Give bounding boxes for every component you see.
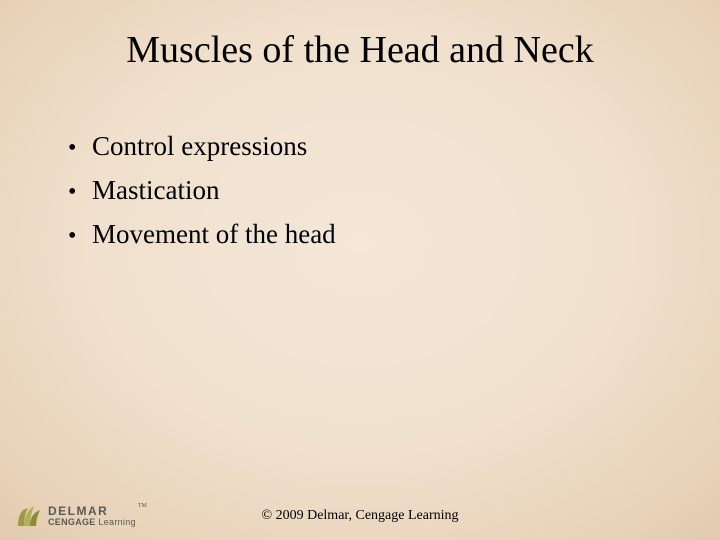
bullet-dot-icon: • [68,220,92,254]
bullet-list: • Control expressions • Mastication • Mo… [68,128,336,259]
bullet-text: Movement of the head [92,216,336,254]
bullet-text: Control expressions [92,128,307,166]
bullet-text: Mastication [92,172,219,210]
list-item: • Control expressions [68,128,336,166]
list-item: • Mastication [68,172,336,210]
slide: Muscles of the Head and Neck • Control e… [0,0,720,540]
slide-title: Muscles of the Head and Neck [0,28,720,72]
bullet-dot-icon: • [68,176,92,210]
bullet-dot-icon: • [68,132,92,166]
list-item: • Movement of the head [68,216,336,254]
copyright-text: © 2009 Delmar, Cengage Learning [0,508,720,524]
